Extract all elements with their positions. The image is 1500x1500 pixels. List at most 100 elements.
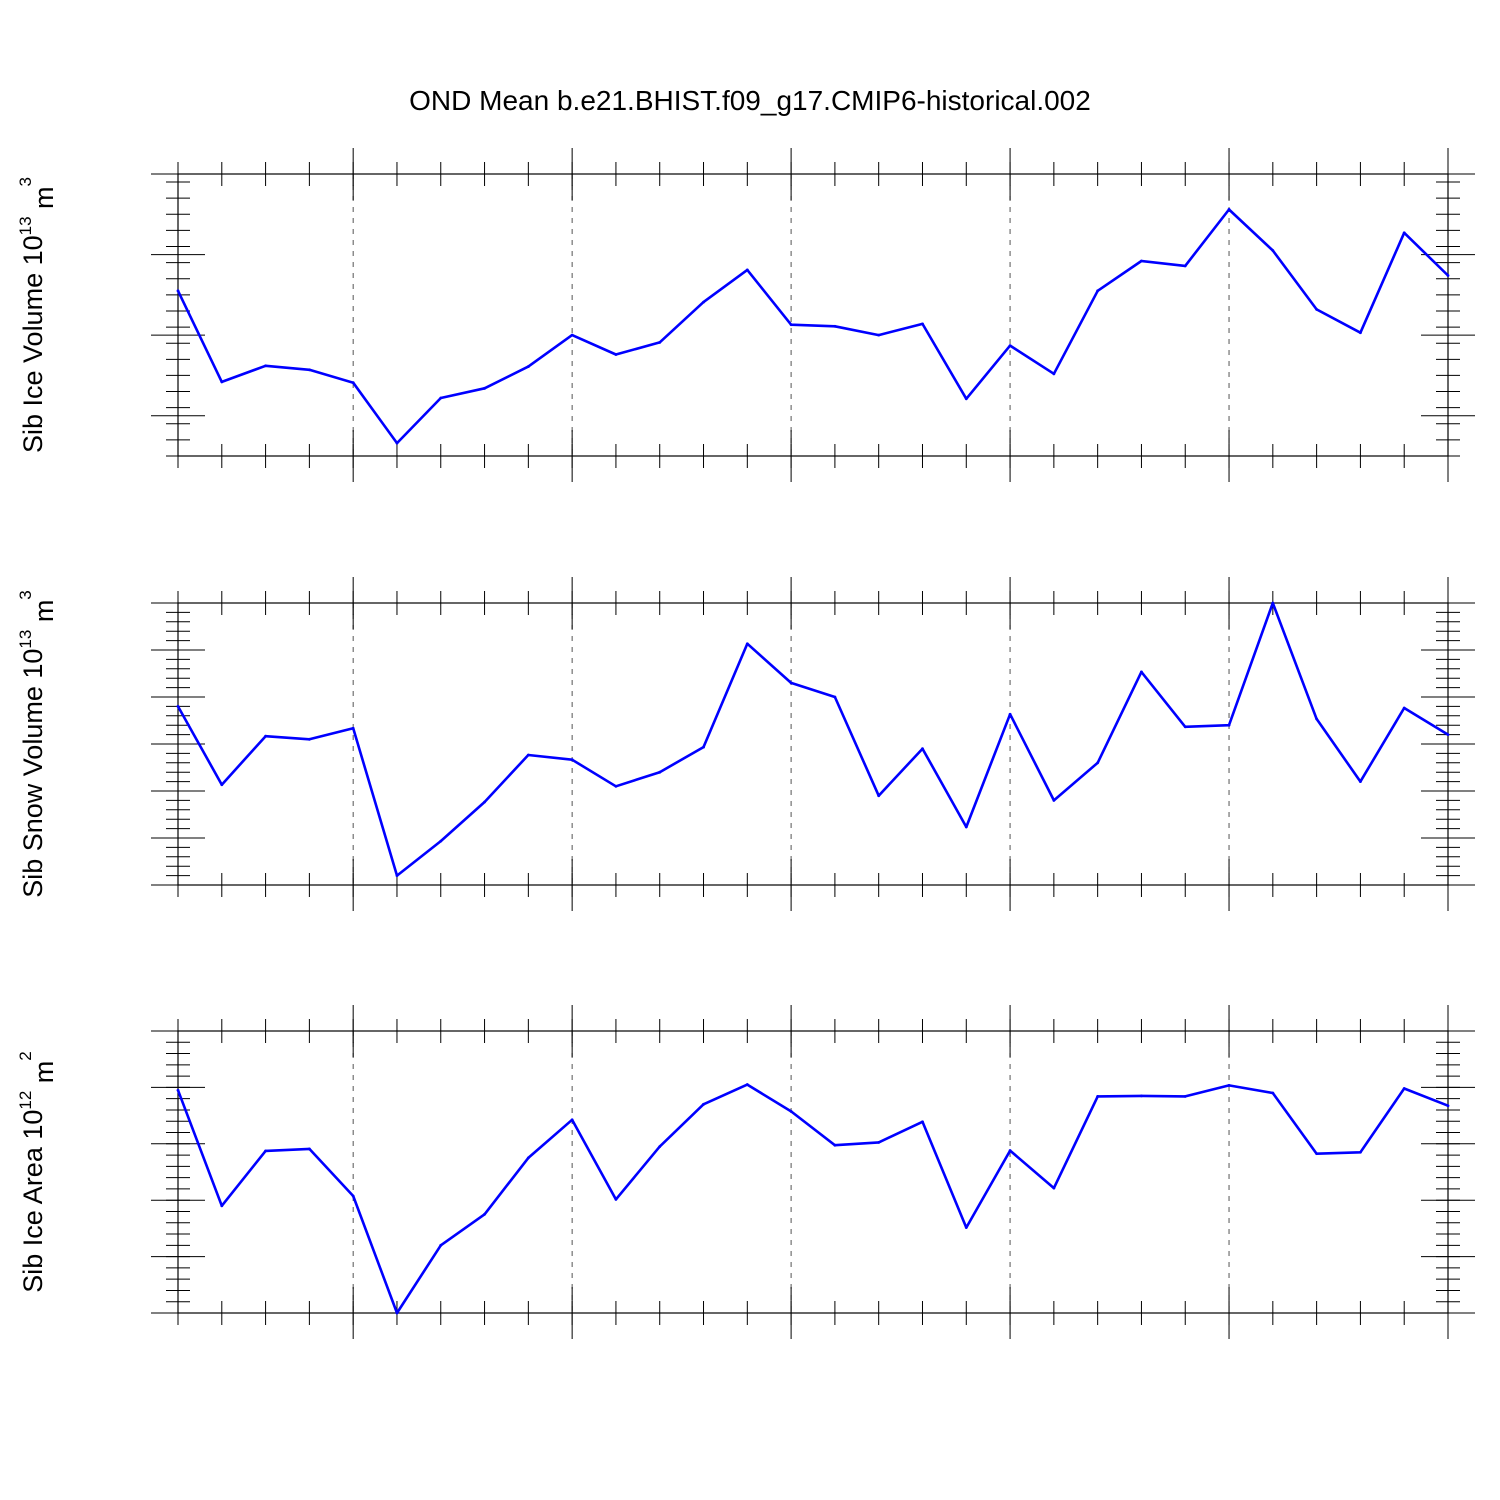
y-axis-label: Sib Ice Volume 1013 m3	[16, 177, 59, 453]
data-point	[1096, 761, 1100, 765]
series-line	[176, 601, 1449, 877]
data-point	[351, 1194, 355, 1198]
data-point	[921, 747, 924, 751]
data-point	[1052, 799, 1056, 802]
data-point	[921, 322, 924, 326]
data-point	[833, 1143, 837, 1147]
y-axis-label-ylabel-unit-exp: 2	[16, 1051, 35, 1060]
data-point	[483, 1212, 486, 1216]
data-point	[570, 1118, 574, 1122]
data-point	[264, 1149, 267, 1153]
data-point	[1271, 601, 1275, 605]
data-point	[1140, 259, 1143, 263]
data-point	[220, 1204, 224, 1208]
data-point	[1052, 1186, 1056, 1190]
data-point	[745, 268, 749, 272]
data-point	[1315, 1152, 1319, 1156]
data-point	[964, 825, 968, 829]
data-point	[1271, 1091, 1275, 1095]
data-point	[789, 681, 793, 685]
data-point	[351, 381, 355, 385]
data-point	[702, 745, 705, 749]
data-point	[1183, 264, 1187, 268]
panel-3: Sib Ice Area 1012 m2	[16, 1005, 1475, 1339]
data-point	[176, 705, 180, 708]
data-point	[395, 441, 399, 445]
data-point	[570, 758, 574, 762]
y-axis-label-ylabel-unit-exp: 3	[16, 590, 35, 599]
data-point	[526, 365, 530, 368]
data-point	[1140, 670, 1143, 674]
data-point	[789, 323, 793, 327]
y-axis-label-ylabel-unit-exp: 3	[16, 177, 35, 186]
data-point	[483, 386, 486, 390]
data-point	[658, 770, 662, 774]
plot-frame	[177, 1030, 1449, 1314]
y-axis-label-ylabel-base: Sib Snow Volume 10	[18, 649, 48, 898]
data-point	[1402, 1087, 1406, 1090]
data-point	[1227, 1084, 1231, 1087]
y-axis-label-ylabel-unit: m	[29, 1061, 59, 1091]
data-point	[1227, 723, 1231, 727]
data-point	[526, 753, 530, 757]
data-point	[1359, 780, 1362, 783]
data-point	[1183, 725, 1187, 729]
data-point	[702, 1102, 705, 1106]
series-line	[176, 208, 1449, 445]
data-point	[395, 874, 399, 877]
data-point	[745, 1083, 749, 1086]
data-point	[1315, 307, 1319, 311]
data-point	[176, 289, 180, 293]
data-point	[220, 783, 224, 787]
data-point	[614, 1197, 618, 1201]
data-point	[877, 794, 881, 798]
data-point	[264, 734, 267, 738]
panel-2: Sib Snow Volume 1013 m3	[16, 577, 1475, 911]
panel-1: Sib Ice Volume 1013 m3	[16, 148, 1475, 482]
data-point	[439, 839, 443, 843]
y-axis-label: Sib Snow Volume 1013 m3	[16, 590, 59, 898]
y-axis-label-ylabel-base: Sib Ice Area 10	[18, 1110, 48, 1293]
data-point	[1096, 289, 1100, 293]
data-point	[264, 364, 267, 368]
data-point	[483, 800, 486, 804]
data-point	[658, 1145, 662, 1149]
data-point	[745, 642, 749, 646]
y-axis-label-ylabel-unit: m	[29, 600, 59, 630]
plot-frame	[177, 602, 1449, 886]
data-point	[658, 340, 662, 344]
data-point	[1446, 1104, 1450, 1108]
data-point	[526, 1156, 530, 1160]
data-point	[1052, 372, 1056, 376]
data-point	[964, 1226, 968, 1229]
data-point	[395, 1311, 399, 1315]
data-point	[307, 737, 311, 741]
y-axis-label-ylabel-exp: 13	[16, 630, 35, 649]
y-axis-label: Sib Ice Area 1012 m2	[16, 1051, 59, 1293]
data-point	[789, 1109, 793, 1113]
y-axis-label-ylabel-exp: 12	[16, 1091, 35, 1110]
data-point	[439, 1243, 443, 1247]
data-point	[307, 368, 311, 372]
y-axis-label-ylabel-base: Sib Ice Volume 10	[18, 235, 48, 453]
data-point	[570, 333, 574, 337]
data-point	[1446, 733, 1450, 736]
series-line	[176, 1083, 1449, 1315]
data-point	[833, 324, 837, 328]
data-point	[439, 396, 443, 400]
data-point	[176, 1088, 180, 1092]
data-point	[1227, 208, 1231, 211]
data-point	[702, 300, 705, 304]
data-point	[351, 726, 355, 730]
data-point	[1446, 274, 1450, 277]
data-point	[1402, 231, 1406, 235]
data-point	[1008, 712, 1012, 716]
data-point	[1359, 1150, 1362, 1154]
data-point	[1008, 344, 1012, 348]
data-point	[614, 784, 618, 788]
data-point	[1359, 331, 1362, 335]
data-point	[1271, 249, 1275, 252]
y-axis-label-ylabel-unit: m	[29, 186, 59, 216]
